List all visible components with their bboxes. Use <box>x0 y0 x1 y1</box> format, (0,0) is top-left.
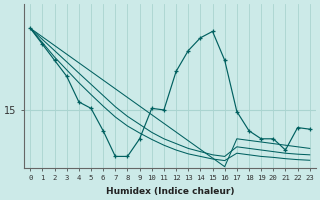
X-axis label: Humidex (Indice chaleur): Humidex (Indice chaleur) <box>106 187 234 196</box>
